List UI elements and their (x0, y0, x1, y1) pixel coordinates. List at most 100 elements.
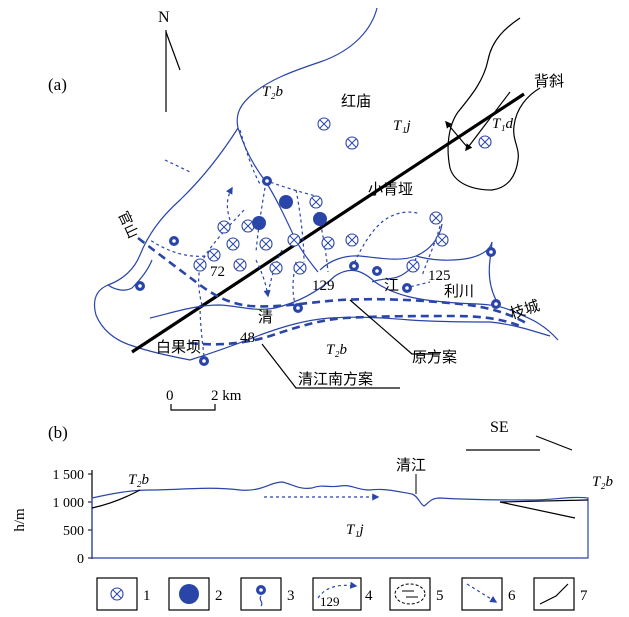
legend-box-7 (533, 577, 575, 611)
y-tick-1500: 1 500 (53, 468, 85, 483)
sinkhole-group (193, 117, 492, 275)
legend-box-3 (240, 577, 282, 611)
flow-number-129: 129 (312, 278, 335, 294)
sinkhole (287, 233, 301, 247)
legend-num-4: 4 (365, 588, 373, 604)
stratum-t1j-label: T₁j (393, 118, 411, 134)
profile-fault-left (91, 489, 141, 509)
sinkhole (435, 233, 449, 247)
sinkhole (321, 236, 335, 250)
sinkhole (233, 258, 247, 272)
sinkhole (259, 237, 273, 251)
flow-number-125: 125 (428, 268, 451, 284)
scale-bar: 0 2 km (166, 388, 242, 411)
river-outer-west (107, 259, 153, 291)
sinkhole (293, 261, 307, 275)
sinkhole (317, 117, 331, 131)
profile-contact-right (499, 499, 589, 503)
stratum-t2b-label: T₂b (262, 84, 284, 100)
legend-box-2 (168, 577, 210, 611)
sinkhole (309, 195, 323, 209)
profile-fault-right (499, 501, 576, 519)
y-tick-500: 500 (63, 524, 84, 539)
spring (169, 236, 179, 246)
sinkhole (406, 259, 420, 273)
karst-depression (279, 195, 293, 209)
scale-two-km: 2 km (211, 388, 242, 404)
profile-t2b-right: T₂b (592, 474, 614, 490)
river-boundary-north (93, 7, 378, 361)
y-axis-title: h/m (12, 508, 28, 532)
north-arrow: N (158, 9, 181, 112)
y-axis-ticks: 1 500 1 000 500 0 (53, 468, 92, 567)
anticline-label: 背斜 (534, 72, 564, 90)
tunnel-axis-line (131, 92, 525, 354)
stratum-t2b-south-label: T₂b (326, 342, 348, 358)
dashed-flow-paths (149, 129, 441, 357)
flow-number-48: 48 (240, 330, 255, 346)
karst-depression (313, 212, 327, 226)
legend: 1 2 3 129 4 5 6 7 (96, 577, 588, 611)
sinkhole (207, 248, 221, 262)
sinkhole (345, 136, 359, 150)
profile-t2b-left: T₂b (128, 472, 150, 488)
place-baiguoba: 白果坝 (156, 338, 201, 356)
panel-a-map: (a) N (48, 7, 564, 411)
legend-sample-129: 129 (320, 594, 340, 609)
callout-southern-label: 清江南方案 (298, 370, 373, 388)
place-lichuan: 利川 (444, 282, 474, 300)
spring (491, 299, 501, 309)
tributary-3 (415, 241, 493, 261)
tributary-5 (488, 241, 497, 301)
panel-a-label: (a) (48, 75, 67, 94)
southern-route (189, 314, 521, 346)
legend-num-2: 2 (215, 588, 223, 604)
y-tick-1000: 1 000 (53, 496, 85, 511)
spring (135, 281, 145, 291)
spring (262, 176, 272, 186)
sinkhole (217, 220, 231, 234)
spring (349, 261, 359, 271)
sinkhole (226, 237, 240, 251)
spring (199, 356, 209, 366)
callout-original-label: 原方案 (412, 348, 457, 366)
callout-original-line (349, 299, 440, 355)
profile-t1j: T₁j (346, 522, 364, 538)
legend-num-1: 1 (143, 588, 151, 604)
legend-box-4 (312, 577, 362, 611)
anticline-loop (447, 17, 541, 191)
river-char-jiang: 江 (384, 276, 399, 294)
place-left-label: 官山 (114, 209, 140, 241)
spring (402, 283, 412, 293)
y-tick-0: 0 (77, 552, 84, 567)
stratum-t1d-label: T₁d (492, 116, 514, 132)
karst-depression-group (252, 195, 327, 230)
sinkhole (429, 211, 443, 225)
panel-b-profile: (b) SE 1 500 1 000 500 0 h/m T₂b T₂b T₁j… (12, 419, 614, 567)
legend-box-6 (461, 577, 503, 611)
legend-num-7: 7 (580, 588, 588, 604)
legend-box-5 (389, 577, 431, 611)
terrain-profile (91, 481, 589, 559)
spring (372, 266, 382, 276)
sinkhole (478, 135, 492, 149)
karst-depression (252, 216, 266, 230)
river-char-qing: 清 (258, 308, 273, 326)
callout-southern-line (261, 343, 400, 389)
panel-b-label: (b) (48, 423, 68, 442)
legend-num-3: 3 (287, 588, 295, 604)
tributary-1 (237, 127, 319, 273)
qingjiang-river (149, 269, 559, 341)
sinkhole (269, 261, 283, 275)
qingjiang-river-south-bank (189, 316, 551, 361)
spring (293, 303, 303, 313)
place-hongmiao: 红庙 (341, 92, 371, 110)
anticline-arrow (465, 91, 511, 152)
spring (486, 247, 496, 257)
profile-river-label: 清江 (396, 456, 426, 474)
legend-num-6: 6 (508, 588, 516, 604)
north-label: N (158, 9, 170, 26)
place-zhicheng: 枝城 (508, 296, 542, 322)
sinkhole (193, 258, 207, 272)
scale-zero: 0 (166, 388, 174, 404)
